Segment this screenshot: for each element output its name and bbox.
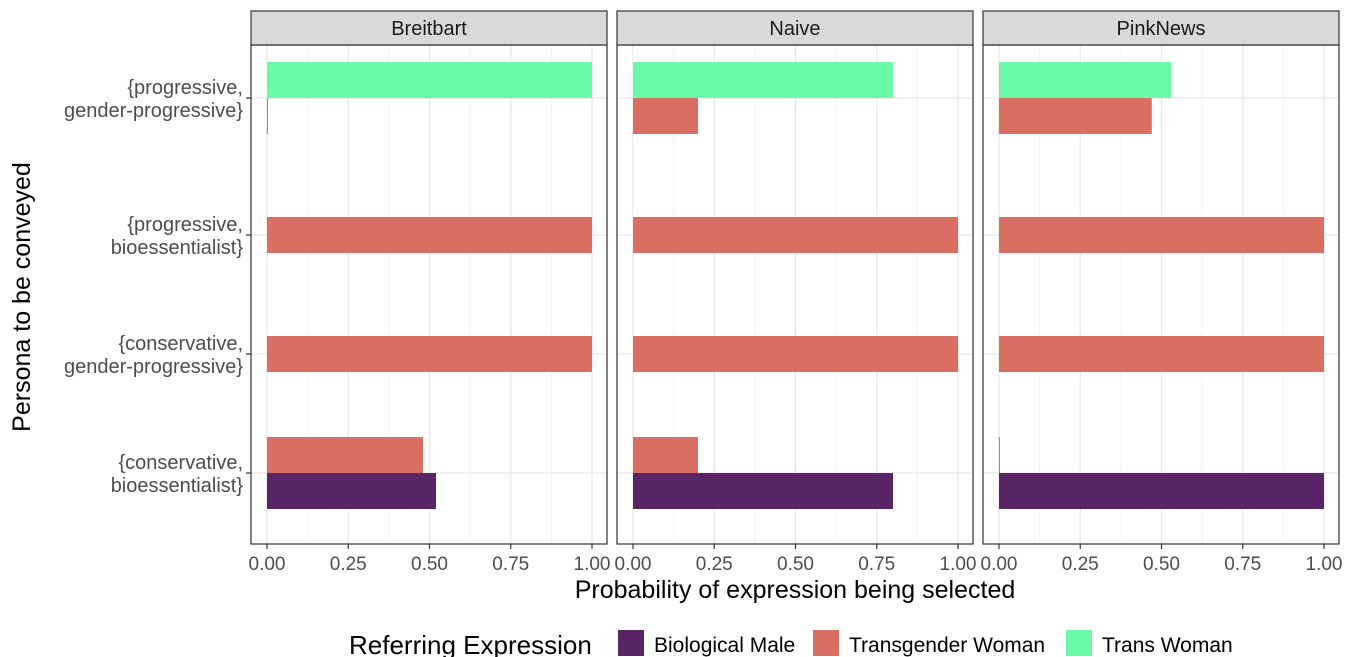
y-category-label-line: {conservative,	[118, 333, 243, 355]
x-tick-label: 0.50	[1143, 554, 1180, 575]
x-tick-label: 0.50	[411, 554, 448, 575]
x-tick-label: 1.00	[1306, 554, 1343, 575]
x-tick-label: 0.25	[330, 554, 367, 575]
legend-label-biological-male: Biological Male	[654, 634, 795, 657]
bar-breitbart-transgender-woman-2	[267, 336, 592, 372]
legend-key-biological-male	[618, 630, 644, 656]
y-category-label: {conservative, bioessentialist}	[111, 452, 244, 497]
y-category-label: {conservative, gender-progressive}	[64, 333, 243, 378]
bar-naive-trans-woman-0	[633, 62, 893, 98]
x-tick-label: 0.25	[696, 554, 733, 575]
y-category-label-line: {progressive,	[127, 214, 243, 236]
bar-pinknews-transgender-woman-3	[999, 437, 1000, 473]
legend-label-transgender-woman: Transgender Woman	[849, 634, 1045, 657]
x-tick-label: 0.00	[249, 554, 286, 575]
y-category-label: {progressive, gender-progressive}	[64, 77, 243, 122]
x-tick-label: 0.00	[981, 554, 1018, 575]
bar-pinknews-transgender-woman-0	[999, 98, 1152, 134]
legend-key-trans-woman	[1066, 630, 1092, 656]
bar-naive-biological-male-3	[633, 473, 893, 509]
y-category-label-line: {conservative,	[118, 452, 243, 474]
legend-label-trans-woman: Trans Woman	[1102, 634, 1233, 657]
y-category-label-line: {progressive,	[127, 77, 243, 99]
x-tick-label: 0.75	[492, 554, 529, 575]
facet-strip-breitbart	[250, 10, 608, 46]
bar-breitbart-transgender-woman-0	[267, 98, 268, 134]
bar-breitbart-transgender-woman-1	[267, 217, 592, 253]
facet-strip-pinknews	[982, 10, 1340, 46]
facet-strip-naive	[616, 10, 974, 46]
y-category-label-line: bioessentialist}	[111, 475, 244, 497]
y-category-label-line: bioessentialist}	[111, 237, 244, 259]
x-tick-label: 1.00	[574, 554, 611, 575]
bar-breitbart-biological-male-3	[267, 473, 436, 509]
bar-breitbart-trans-woman-0	[267, 62, 592, 98]
bar-naive-transgender-woman-3	[633, 437, 698, 473]
bar-pinknews-biological-male-3	[999, 473, 1324, 509]
bar-naive-transgender-woman-1	[633, 217, 958, 253]
bar-naive-transgender-woman-2	[633, 336, 958, 372]
legend-title: Referring Expression	[349, 630, 592, 657]
bar-naive-transgender-woman-0	[633, 98, 698, 134]
x-tick-label: 0.25	[1062, 554, 1099, 575]
x-tick-label: 0.50	[777, 554, 814, 575]
x-tick-label: 0.75	[1224, 554, 1261, 575]
x-tick-label: 1.00	[940, 554, 977, 575]
x-axis-title: Probability of expression being selected	[575, 576, 1016, 604]
facet-label-breitbart: Breitbart	[391, 18, 467, 40]
bar-pinknews-transgender-woman-2	[999, 336, 1324, 372]
y-category-label-line: gender-progressive}	[64, 356, 243, 378]
facet-label-pinknews: PinkNews	[1117, 18, 1206, 40]
facet-label-naive: Naive	[769, 18, 820, 40]
y-category-label: {progressive, bioessentialist}	[111, 214, 244, 259]
legend-key-transgender-woman	[813, 630, 839, 656]
y-axis-title: Persona to be conveyed	[8, 162, 36, 432]
bar-pinknews-transgender-woman-1	[999, 217, 1324, 253]
x-tick-label: 0.00	[615, 554, 652, 575]
y-category-label-line: gender-progressive}	[64, 100, 243, 122]
bar-pinknews-trans-woman-0	[999, 62, 1172, 98]
bar-breitbart-transgender-woman-3	[267, 437, 423, 473]
x-tick-label: 0.75	[858, 554, 895, 575]
